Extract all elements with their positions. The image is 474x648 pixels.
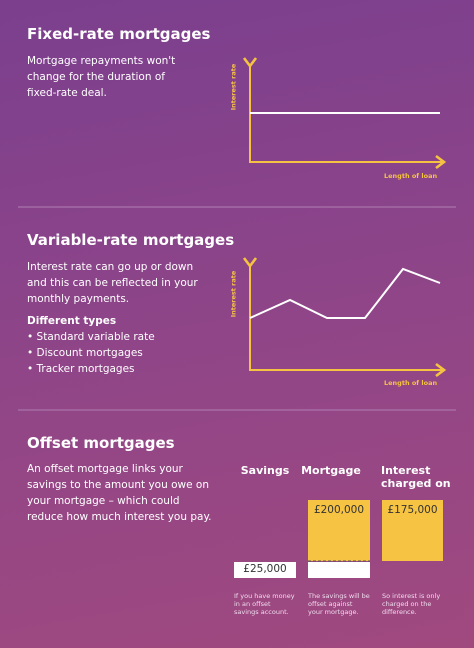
heading-line: Mortgage	[301, 464, 361, 477]
note-line: in an offset	[234, 600, 271, 608]
text: Interest rate can go up or down and this…	[27, 259, 198, 377]
line: Interest rate can go up or down	[27, 261, 194, 273]
type: • Tracker mortgages	[27, 363, 135, 375]
note: The savings will be offset against your mo…	[308, 592, 370, 616]
interest-box	[382, 500, 443, 561]
note-line: If you have money	[234, 592, 295, 600]
text: An offset mortgage links your savings to…	[27, 461, 212, 525]
axes	[242, 57, 447, 378]
line: An offset mortgage links your	[27, 463, 183, 475]
heading-line: charged on	[381, 477, 451, 490]
line: your mortgage – which could	[27, 495, 180, 507]
note-line: difference.	[382, 608, 417, 616]
amount: £175,000	[387, 504, 438, 516]
title: Variable-rate mortgages	[27, 231, 235, 249]
line: reduce how much interest you pay.	[27, 511, 212, 523]
line: savings to the amount you owe on	[27, 479, 209, 491]
type: • Standard variable rate	[27, 331, 155, 343]
line: Mortgage repayments won't	[27, 55, 176, 67]
type: • Discount mortgages	[27, 347, 143, 359]
x-axis-label: Length of loan	[384, 379, 438, 387]
variable-rate-line	[249, 267, 441, 319]
heading-line: Interest	[381, 464, 431, 477]
note-line: offset against	[308, 600, 353, 608]
note: If you have money in an offset savings acc…	[234, 592, 295, 616]
line: and this can be reflected in your	[27, 277, 198, 289]
savings-box	[234, 562, 296, 578]
amount: £25,000	[243, 563, 287, 575]
line: change for the duration of	[27, 71, 165, 83]
title: Fixed-rate mortgages	[27, 25, 211, 43]
line: fixed-rate deal.	[27, 87, 107, 99]
y-axis-label: Interest rate	[229, 63, 238, 111]
line: monthly payments.	[27, 293, 130, 305]
column-heading: Interest charged on	[372, 464, 452, 490]
note-line: So interest is only	[382, 592, 441, 600]
note-line: your mortgage.	[308, 608, 359, 616]
y-axis-label: Interest rate	[229, 270, 238, 318]
x-axis-label: Length of loan	[384, 172, 438, 180]
heading-line: Savings	[240, 464, 290, 477]
mortgage-box	[308, 500, 370, 561]
title: Offset mortgages	[27, 434, 175, 452]
offset-box	[308, 562, 370, 578]
column-heading: Savings	[224, 464, 306, 477]
types-heading: Different types	[27, 315, 117, 327]
text: Mortgage repayments won't change for the…	[27, 53, 175, 101]
note-line: The savings will be	[308, 592, 370, 600]
note: So interest is only charged on the differe…	[382, 592, 440, 616]
column-heading: Mortgage	[294, 464, 368, 477]
note-line: savings account.	[234, 608, 289, 616]
amount: £200,000	[313, 504, 365, 516]
note-line: charged on the	[382, 600, 432, 608]
